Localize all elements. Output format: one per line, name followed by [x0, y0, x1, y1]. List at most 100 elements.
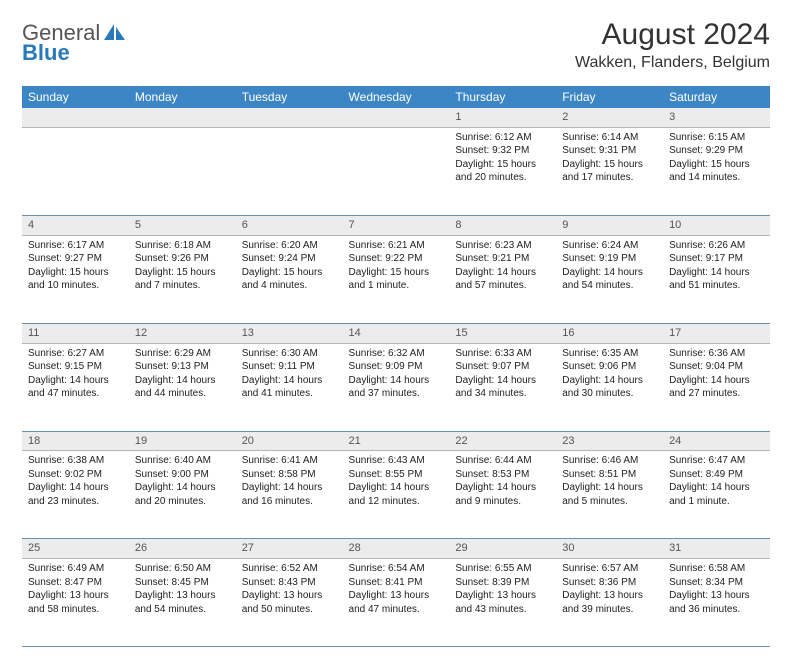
sunrise-text: Sunrise: 6:41 AM: [242, 454, 337, 468]
daylight-text: and 5 minutes.: [562, 495, 657, 509]
daylight-text: and 7 minutes.: [135, 279, 230, 293]
daylight-text: Daylight: 14 hours: [669, 481, 764, 495]
sunrise-text: Sunrise: 6:21 AM: [349, 239, 444, 253]
cell-body: Sunrise: 6:44 AMSunset: 8:53 PMDaylight:…: [449, 451, 556, 513]
day-number: 24: [663, 431, 770, 451]
sunrise-text: Sunrise: 6:35 AM: [562, 347, 657, 361]
daylight-text: Daylight: 14 hours: [562, 266, 657, 280]
weekday-header: Saturday: [663, 86, 770, 108]
sunrise-text: Sunrise: 6:40 AM: [135, 454, 230, 468]
weekday-header: Tuesday: [236, 86, 343, 108]
sail-icon: [104, 24, 126, 42]
daylight-text: Daylight: 13 hours: [669, 589, 764, 603]
day-number: 5: [129, 215, 236, 235]
calendar-cell: Sunrise: 6:30 AMSunset: 9:11 PMDaylight:…: [236, 343, 343, 431]
sunrise-text: Sunrise: 6:33 AM: [455, 347, 550, 361]
cell-body: Sunrise: 6:41 AMSunset: 8:58 PMDaylight:…: [236, 451, 343, 513]
weekday-header: Monday: [129, 86, 236, 108]
sunset-text: Sunset: 8:39 PM: [455, 576, 550, 590]
daylight-text: Daylight: 13 hours: [349, 589, 444, 603]
weekday-header: Thursday: [449, 86, 556, 108]
calendar-page: General August 2024 Wakken, Flanders, Be…: [0, 0, 792, 665]
month-title: August 2024: [575, 18, 770, 52]
day-number: 19: [129, 431, 236, 451]
daylight-text: Daylight: 14 hours: [349, 481, 444, 495]
day-number: 16: [556, 323, 663, 343]
weekday-header: Sunday: [22, 86, 129, 108]
daylight-text: and 14 minutes.: [669, 171, 764, 185]
sunrise-text: Sunrise: 6:15 AM: [669, 131, 764, 145]
calendar-body: 123Sunrise: 6:12 AMSunset: 9:32 PMDaylig…: [22, 108, 770, 647]
daylight-text: and 27 minutes.: [669, 387, 764, 401]
day-number: 6: [236, 215, 343, 235]
daylight-text: Daylight: 14 hours: [455, 374, 550, 388]
daylight-text: Daylight: 15 hours: [28, 266, 123, 280]
day-number: 3: [663, 108, 770, 127]
cell-body: Sunrise: 6:27 AMSunset: 9:15 PMDaylight:…: [22, 344, 129, 406]
day-number: [22, 108, 129, 127]
calendar-cell: Sunrise: 6:58 AMSunset: 8:34 PMDaylight:…: [663, 559, 770, 647]
calendar-table: SundayMondayTuesdayWednesdayThursdayFrid…: [22, 86, 770, 647]
daylight-text: Daylight: 13 hours: [242, 589, 337, 603]
daylight-text: and 43 minutes.: [455, 603, 550, 617]
daylight-text: Daylight: 14 hours: [669, 266, 764, 280]
day-number: 15: [449, 323, 556, 343]
sunset-text: Sunset: 9:07 PM: [455, 360, 550, 374]
calendar-cell: Sunrise: 6:15 AMSunset: 9:29 PMDaylight:…: [663, 127, 770, 215]
daylight-text: Daylight: 14 hours: [455, 266, 550, 280]
sunset-text: Sunset: 9:09 PM: [349, 360, 444, 374]
calendar-cell: Sunrise: 6:55 AMSunset: 8:39 PMDaylight:…: [449, 559, 556, 647]
sunrise-text: Sunrise: 6:57 AM: [562, 562, 657, 576]
calendar-cell: Sunrise: 6:38 AMSunset: 9:02 PMDaylight:…: [22, 451, 129, 539]
sunset-text: Sunset: 9:27 PM: [28, 252, 123, 266]
daylight-text: and 41 minutes.: [242, 387, 337, 401]
daylight-text: Daylight: 15 hours: [455, 158, 550, 172]
cell-body: Sunrise: 6:35 AMSunset: 9:06 PMDaylight:…: [556, 344, 663, 406]
weekday-header-row: SundayMondayTuesdayWednesdayThursdayFrid…: [22, 86, 770, 108]
daylight-text: and 37 minutes.: [349, 387, 444, 401]
calendar-cell: Sunrise: 6:36 AMSunset: 9:04 PMDaylight:…: [663, 343, 770, 431]
calendar-week-row: Sunrise: 6:17 AMSunset: 9:27 PMDaylight:…: [22, 235, 770, 323]
daylight-text: and 39 minutes.: [562, 603, 657, 617]
calendar-cell: Sunrise: 6:50 AMSunset: 8:45 PMDaylight:…: [129, 559, 236, 647]
calendar-cell: Sunrise: 6:40 AMSunset: 9:00 PMDaylight:…: [129, 451, 236, 539]
page-header: General August 2024 Wakken, Flanders, Be…: [22, 18, 770, 72]
daylight-text: and 54 minutes.: [562, 279, 657, 293]
calendar-cell: Sunrise: 6:41 AMSunset: 8:58 PMDaylight:…: [236, 451, 343, 539]
daylight-text: Daylight: 13 hours: [455, 589, 550, 603]
brand-part2: Blue: [22, 40, 70, 66]
sunset-text: Sunset: 9:04 PM: [669, 360, 764, 374]
daylight-text: Daylight: 14 hours: [135, 481, 230, 495]
calendar-cell: Sunrise: 6:12 AMSunset: 9:32 PMDaylight:…: [449, 127, 556, 215]
day-number: 10: [663, 215, 770, 235]
sunrise-text: Sunrise: 6:20 AM: [242, 239, 337, 253]
sunset-text: Sunset: 8:55 PM: [349, 468, 444, 482]
sunset-text: Sunset: 9:17 PM: [669, 252, 764, 266]
day-number: 29: [449, 539, 556, 559]
daylight-text: and 12 minutes.: [349, 495, 444, 509]
day-number: 17: [663, 323, 770, 343]
day-number: 9: [556, 215, 663, 235]
daylight-text: and 20 minutes.: [135, 495, 230, 509]
calendar-cell: Sunrise: 6:57 AMSunset: 8:36 PMDaylight:…: [556, 559, 663, 647]
sunrise-text: Sunrise: 6:55 AM: [455, 562, 550, 576]
day-number: 28: [343, 539, 450, 559]
daylight-text: and 17 minutes.: [562, 171, 657, 185]
sunrise-text: Sunrise: 6:12 AM: [455, 131, 550, 145]
calendar-cell: Sunrise: 6:17 AMSunset: 9:27 PMDaylight:…: [22, 235, 129, 323]
sunrise-text: Sunrise: 6:17 AM: [28, 239, 123, 253]
cell-body: Sunrise: 6:15 AMSunset: 9:29 PMDaylight:…: [663, 128, 770, 190]
calendar-cell: [22, 127, 129, 215]
daylight-text: and 30 minutes.: [562, 387, 657, 401]
sunrise-text: Sunrise: 6:38 AM: [28, 454, 123, 468]
cell-body: Sunrise: 6:18 AMSunset: 9:26 PMDaylight:…: [129, 236, 236, 298]
cell-body: Sunrise: 6:30 AMSunset: 9:11 PMDaylight:…: [236, 344, 343, 406]
day-number: 7: [343, 215, 450, 235]
day-number: 25: [22, 539, 129, 559]
daylight-text: Daylight: 14 hours: [349, 374, 444, 388]
cell-body: Sunrise: 6:24 AMSunset: 9:19 PMDaylight:…: [556, 236, 663, 298]
sunrise-text: Sunrise: 6:26 AM: [669, 239, 764, 253]
sunrise-text: Sunrise: 6:14 AM: [562, 131, 657, 145]
daylight-text: and 1 minute.: [349, 279, 444, 293]
day-number: 27: [236, 539, 343, 559]
